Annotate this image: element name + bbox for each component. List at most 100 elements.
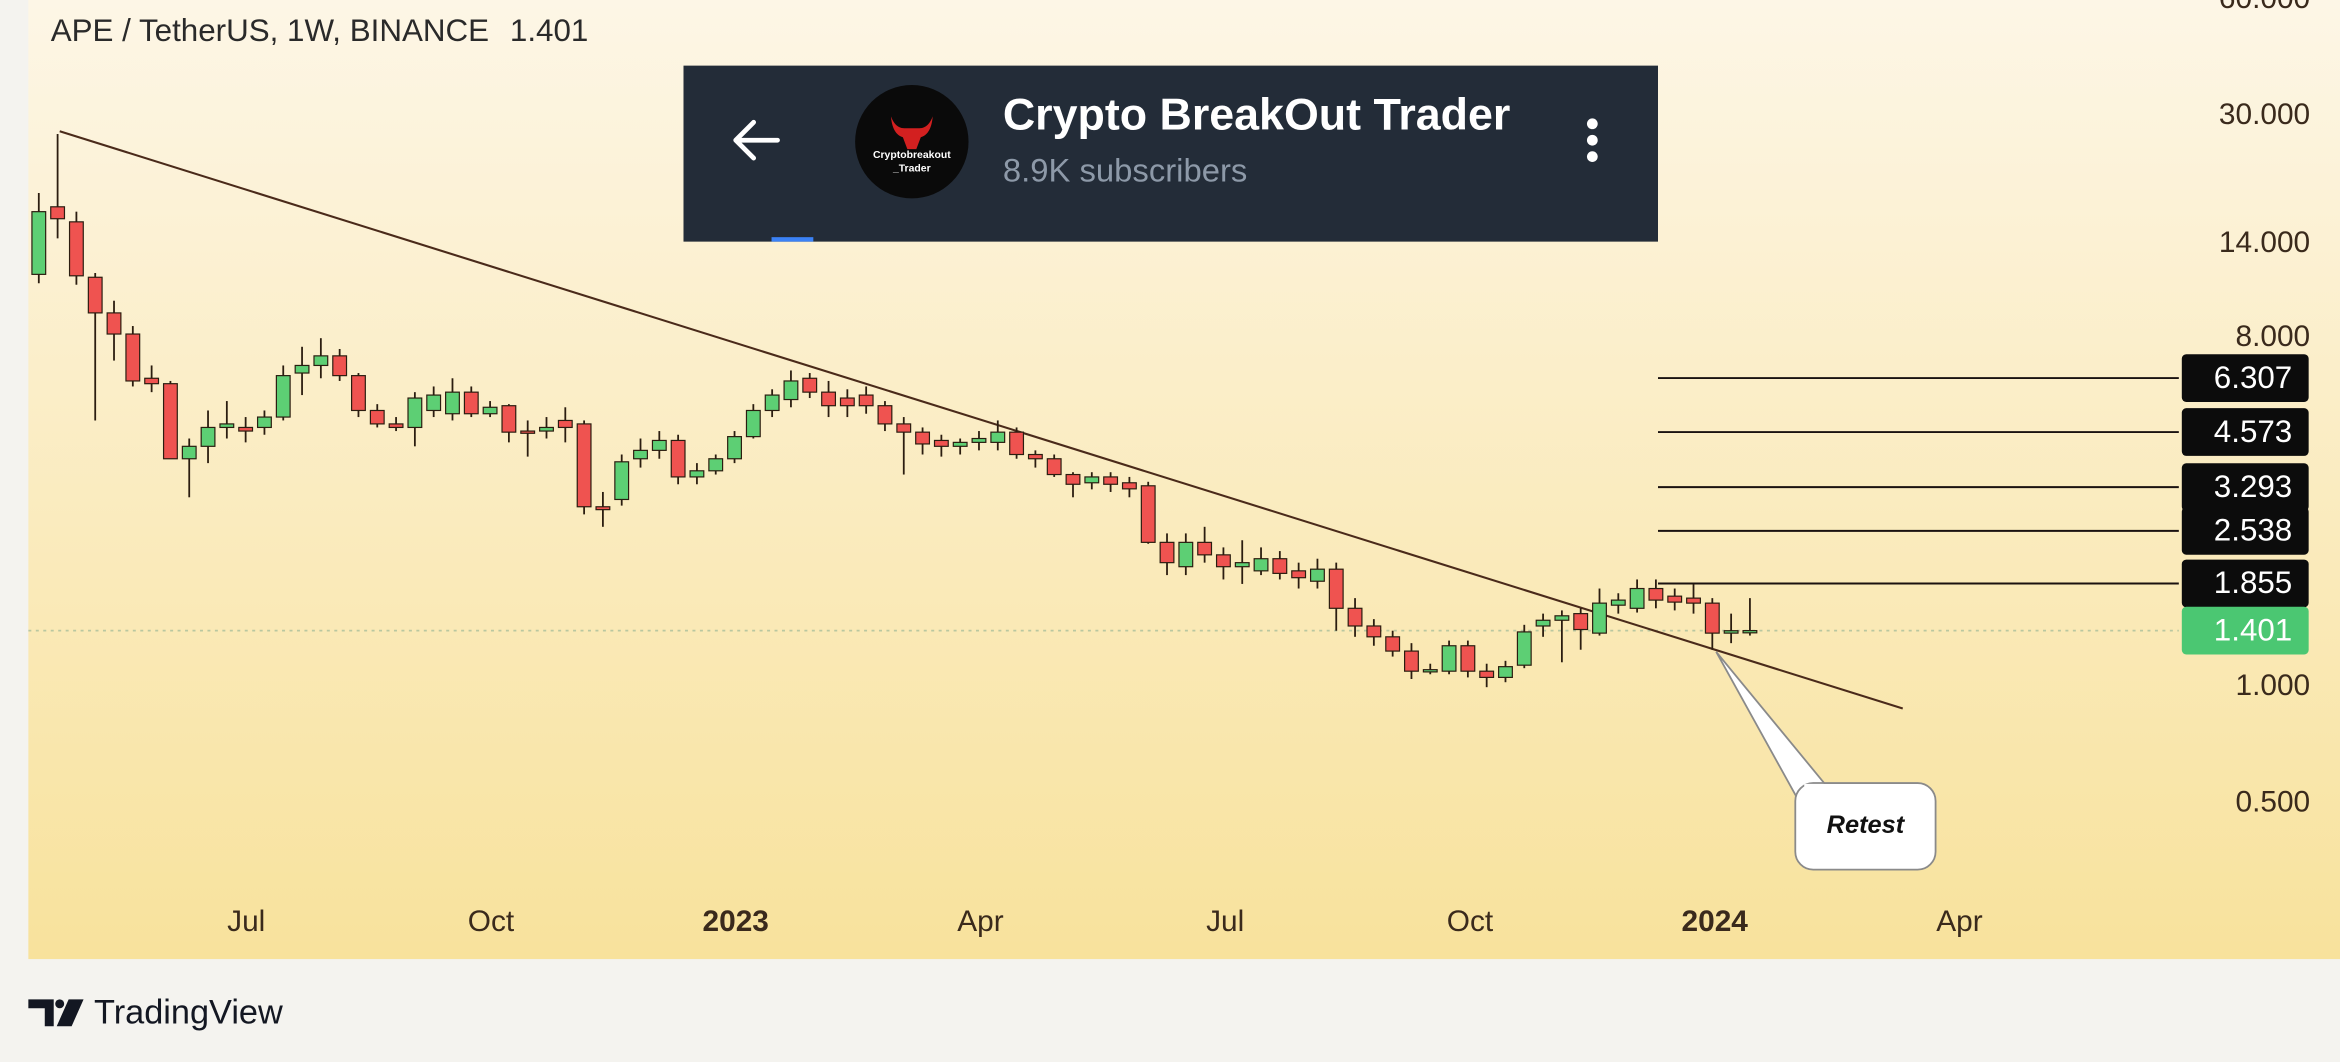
candle-body	[689, 470, 705, 478]
channel-title: Crypto BreakOut Trader	[1003, 90, 1510, 140]
level-label: 1.855	[2214, 565, 2292, 600]
candle-body	[539, 426, 554, 432]
candle-body	[144, 377, 160, 385]
candle-body	[87, 276, 103, 314]
candle-body	[1103, 476, 1119, 485]
x-tick-label: Jul	[227, 905, 265, 938]
x-tick-label: Jul	[1206, 905, 1244, 938]
candle-body	[275, 375, 291, 418]
level-label: 2.538	[2214, 513, 2292, 548]
candle-body	[745, 409, 761, 438]
logo-text: Cryptobreakout	[873, 150, 951, 161]
candle-body	[313, 355, 329, 367]
menu-dot[interactable]	[1586, 151, 1598, 162]
candle-body	[31, 211, 47, 275]
candle-body	[1046, 458, 1062, 476]
candle-body	[1366, 625, 1382, 638]
candle-body	[388, 423, 404, 429]
candle-body	[332, 355, 348, 377]
candle-body	[1554, 615, 1570, 621]
candle-body	[783, 380, 799, 401]
x-tick-label: Oct	[1447, 905, 1494, 938]
last-price-box	[2181, 606, 2309, 655]
candle-body	[1347, 607, 1363, 627]
candle-body	[463, 391, 479, 415]
candles	[31, 134, 1758, 688]
candle-body	[200, 426, 216, 447]
level-label: 3.293	[2214, 469, 2292, 504]
candle-body	[1215, 554, 1231, 568]
last-price-title: 1.401	[510, 13, 588, 48]
candle-body	[238, 426, 254, 432]
candle-body	[1140, 485, 1156, 543]
candle-body	[727, 436, 742, 460]
retest-callout: Retest	[1715, 651, 1937, 871]
y-tick-label: 1.000	[2235, 669, 2310, 702]
candle-body	[821, 391, 837, 407]
menu-dot[interactable]	[1586, 118, 1598, 130]
level-label-box	[2181, 354, 2309, 402]
candle-body	[1178, 541, 1194, 568]
candle-body	[369, 409, 385, 425]
candle-body	[1592, 602, 1607, 634]
candle-body	[576, 423, 592, 508]
level-label-box	[2181, 408, 2309, 456]
y-tick-label: 30.000	[2219, 98, 2310, 131]
axes: 60.000 30.000 14.000 8.000 1.000 0.500 Jul Oct 2…	[227, 0, 2310, 938]
candle-body	[1460, 645, 1476, 672]
back-arrow[interactable]	[733, 119, 780, 161]
candle-body	[1723, 630, 1739, 634]
candle-body	[501, 405, 517, 433]
candle-body	[651, 439, 667, 451]
level-label: 6.307	[2214, 360, 2292, 395]
candle-body	[50, 206, 66, 220]
candle-body	[1704, 602, 1720, 634]
candle-body	[125, 333, 141, 382]
candle-body	[1197, 541, 1213, 556]
x-tick-label: Oct	[468, 905, 515, 938]
callout-text: Retest	[1827, 811, 1906, 839]
candle-body	[294, 364, 310, 374]
candle-body	[1648, 587, 1664, 601]
candle-body	[839, 397, 855, 407]
candle-body	[482, 406, 498, 415]
x-tick-label: 2023	[703, 905, 769, 938]
chart-title: APE / TetherUS, 1W, BINANCE 1.401	[51, 13, 589, 48]
menu-dot[interactable]	[1586, 134, 1598, 146]
candle-body	[802, 377, 818, 393]
candle-body	[426, 394, 442, 412]
candle-body	[1084, 476, 1100, 484]
candle-body	[1573, 613, 1589, 631]
candle-body	[1121, 482, 1137, 490]
x-tick-label: Apr	[1936, 905, 1982, 938]
level-label: 4.573	[2214, 414, 2292, 449]
candle-body	[557, 419, 573, 429]
channel-subscribers: 8.9K subscribers	[1003, 152, 1247, 189]
candle-body	[256, 416, 272, 429]
candle-body	[896, 423, 912, 433]
logo-text: _Trader	[892, 163, 931, 174]
y-tick-label: 8.000	[2235, 320, 2310, 353]
tv-logo-dot	[55, 999, 65, 1009]
candle-body	[1065, 473, 1081, 485]
callout-box	[1794, 782, 1937, 871]
candle-body	[1385, 636, 1401, 652]
candle-body	[1253, 558, 1269, 572]
logo-bull	[890, 116, 933, 150]
candle-body	[1667, 595, 1683, 603]
candle-body	[933, 439, 949, 447]
level-label-box	[2181, 559, 2309, 608]
x-tick-label: 2024	[1682, 905, 1749, 938]
level-label-box	[2181, 506, 2309, 555]
candle-body	[1742, 629, 1758, 634]
level-label-box	[2181, 463, 2309, 512]
candle-body	[1610, 599, 1626, 606]
candle-body	[971, 437, 987, 443]
candle-body	[181, 445, 197, 460]
candle-body	[1498, 666, 1513, 678]
candle-body	[1479, 670, 1495, 678]
candle-body	[1686, 597, 1701, 604]
candle-body	[990, 431, 1006, 443]
footer: TradingView	[28, 993, 283, 1031]
